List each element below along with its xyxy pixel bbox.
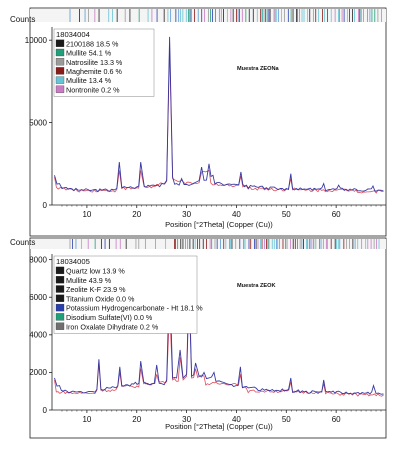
legend-entry: Disodium Sulfate(VI) 0.0 % [66, 313, 153, 322]
legend-swatch [56, 276, 64, 283]
legend-swatch [56, 286, 64, 293]
x-tick-label: 40 [232, 210, 241, 219]
reference-strip-bg [30, 9, 386, 22]
sample-id: 18034004 [56, 30, 90, 39]
reference-pattern-strip [30, 239, 386, 249]
reference-pattern-strip [30, 9, 386, 22]
counts-label: Counts [10, 15, 35, 24]
legend-entry: Quartz low 13.9 % [66, 267, 125, 276]
x-tick-label: 50 [282, 415, 291, 424]
legend-entry: Mullite 54.1 % [66, 49, 112, 58]
x-tick-label: 20 [132, 210, 141, 219]
x-tick-label: 50 [282, 210, 291, 219]
legend-swatch [56, 77, 64, 84]
x-tick-label: 20 [132, 415, 141, 424]
legend-entry: Titanium Oxide 0.0 % [66, 294, 135, 303]
legend-entry: 2100188 18.5 % [66, 39, 119, 48]
y-tick-label: 8000 [29, 255, 47, 264]
sample-id: 18034005 [56, 257, 90, 266]
legend-entry: Iron Oxalate Dihydrate 0.2 % [66, 322, 159, 331]
legend-swatch [56, 313, 64, 320]
legend-swatch [56, 267, 64, 274]
legend-swatch [56, 40, 64, 47]
y-tick-label: 10000 [25, 36, 48, 45]
y-tick-label: 0 [43, 406, 48, 415]
legend-entry: Mullite 43.9 % [66, 276, 112, 285]
legend-swatch [56, 58, 64, 65]
y-tick-label: 5000 [29, 118, 47, 127]
legend-entry: Zeolite K-F 23.9 % [66, 285, 126, 294]
legend-entry: Natrosilite 13.3 % [66, 58, 123, 67]
counts-label: Counts [10, 238, 35, 247]
legend-swatch [56, 86, 64, 93]
legend-entry: Nontronite 0.2 % [66, 85, 120, 94]
x-tick-label: 10 [82, 210, 91, 219]
legend-swatch [56, 295, 64, 302]
y-tick-label: 0 [43, 201, 48, 210]
sample-annotation: Muestra ZEOK [237, 283, 276, 289]
y-tick-label: 2000 [29, 368, 47, 377]
legend-entry: Maghemite 0.6 % [66, 67, 123, 76]
y-tick-label: 6000 [29, 293, 47, 302]
chart-panel-1: Counts 0 5000 10000 10 20 30 40 50 60 Position [°2… [10, 8, 386, 236]
x-axis-label: Position [°2Theta] (Copper (Cu)) [165, 422, 273, 431]
legend-swatch [56, 304, 64, 311]
legend-entry: Mullite 13.4 % [66, 76, 112, 85]
reference-strip-bg [30, 239, 386, 249]
x-axis-label: Position [°2Theta] (Copper (Cu)) [165, 220, 273, 229]
y-tick-label: 4000 [29, 331, 47, 340]
sample-annotation: Muestra ZEONa [237, 66, 280, 72]
x-tick-label: 10 [82, 415, 91, 424]
legend-swatch [56, 49, 64, 56]
x-tick-label: 60 [332, 415, 341, 424]
legend-entry: Potassium Hydrogencarbonate - Ht 18.1 % [66, 304, 203, 313]
legend-swatch [56, 323, 64, 330]
x-tick-label: 30 [182, 210, 191, 219]
x-tick-label: 60 [332, 210, 341, 219]
legend-swatch [56, 67, 64, 74]
